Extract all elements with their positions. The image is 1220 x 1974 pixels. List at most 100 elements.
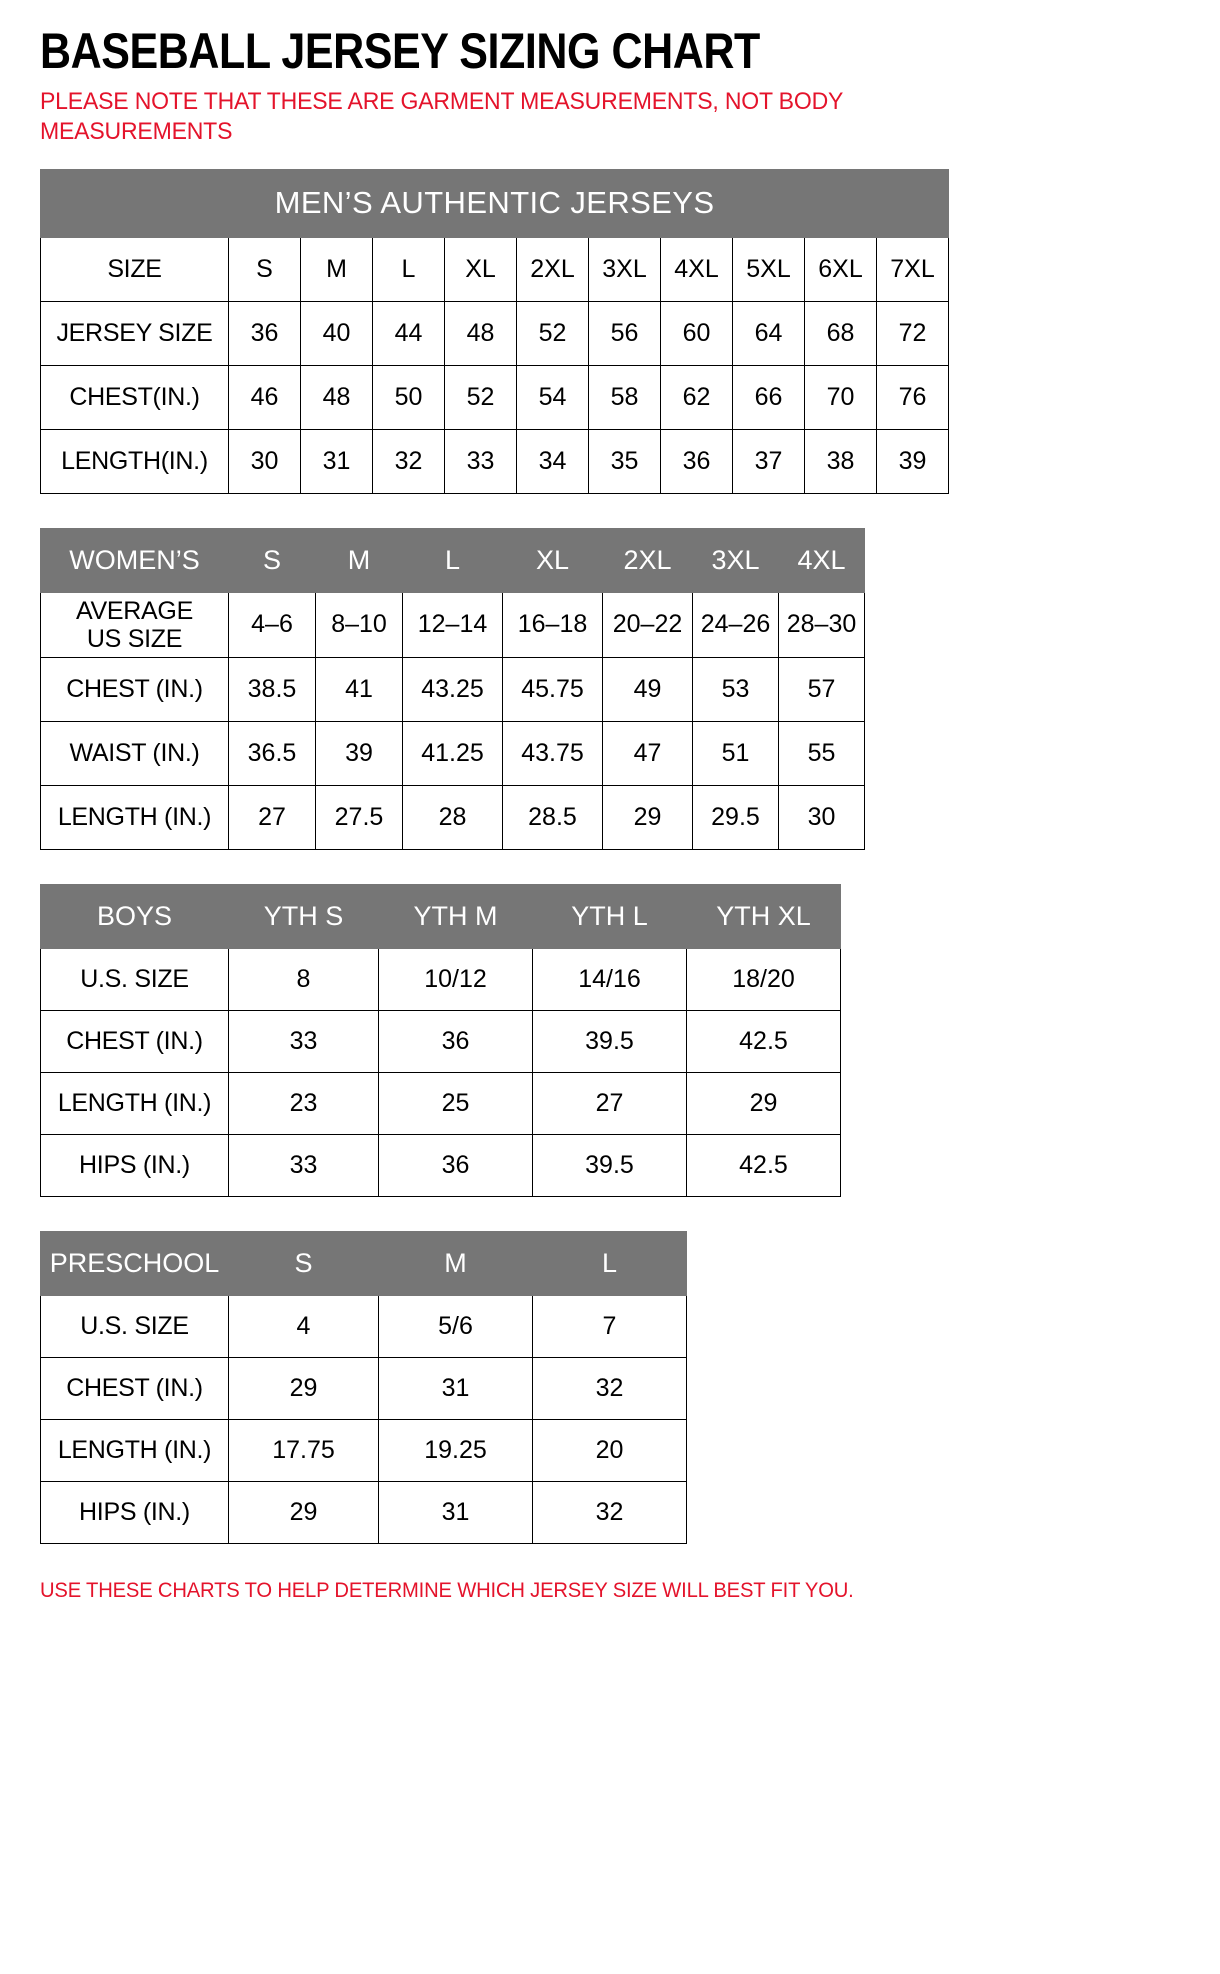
table-row: JERSEY SIZE 36 40 44 48 52 56 60 64 68 7… [40, 300, 950, 366]
boys-corner-label: BOYS [40, 883, 229, 949]
cell: 37 [732, 428, 805, 494]
preschool-col-m: M [378, 1230, 533, 1296]
cell: 31 [300, 428, 373, 494]
cell: 41 [315, 656, 403, 722]
cell: 20–22 [602, 591, 693, 658]
womens-col-2xl: 2XL [602, 527, 693, 593]
cell: 16–18 [502, 591, 603, 658]
womens-col-l: L [402, 527, 503, 593]
cell: 29.5 [692, 784, 779, 850]
cell: 28–30 [778, 591, 865, 658]
cell: 53 [692, 656, 779, 722]
table-row: HIPS (IN.) 29 31 32 [40, 1480, 687, 1544]
cell: 27.5 [315, 784, 403, 850]
cell: 31 [378, 1356, 533, 1420]
preschool-sizing-table: PRESCHOOL S M L U.S. SIZE 4 5/6 7 CHEST … [40, 1230, 687, 1544]
row-label: CHEST (IN.) [40, 656, 229, 722]
table-row: LENGTH (IN.) 17.75 19.25 20 [40, 1418, 687, 1482]
cell: 27 [532, 1071, 687, 1135]
cell: 31 [378, 1480, 533, 1544]
womens-col-m: M [315, 527, 403, 593]
cell: 36 [378, 1133, 533, 1197]
cell: 18/20 [686, 947, 841, 1011]
cell: 29 [686, 1071, 841, 1135]
mens-sizing-table: MEN’S AUTHENTIC JERSEYS SIZE S M L XL 2X… [39, 168, 950, 494]
mens-col-4xl: 4XL [660, 236, 733, 302]
cell: 36.5 [228, 720, 316, 786]
cell: 66 [732, 364, 805, 430]
mens-corner-label: SIZE [40, 236, 229, 302]
cell: 44 [372, 300, 445, 366]
cell: 38.5 [228, 656, 316, 722]
boys-col-yth-m: YTH M [378, 883, 533, 949]
cell: 39 [875, 428, 950, 494]
cell: 35 [588, 428, 661, 494]
cell: 17.75 [228, 1418, 379, 1482]
cell: 58 [588, 364, 661, 430]
cell: 52 [516, 300, 589, 366]
womens-col-3xl: 3XL [692, 527, 779, 593]
cell: 43.25 [402, 656, 503, 722]
cell: 57 [778, 656, 865, 722]
mens-col-7xl: 7XL [875, 236, 950, 302]
table-row: AVERAGE US SIZE 4–6 8–10 12–14 16–18 20–2… [40, 591, 865, 658]
cell: 30 [228, 428, 301, 494]
mens-col-m: M [300, 236, 373, 302]
footer-note: USE THESE CHARTS TO HELP DETERMINE WHICH… [40, 1577, 854, 1602]
cell: 62 [660, 364, 733, 430]
cell: 46 [228, 364, 301, 430]
cell: 28.5 [502, 784, 603, 850]
cell: 36 [660, 428, 733, 494]
mens-col-l: L [372, 236, 445, 302]
cell: 39 [315, 720, 403, 786]
mens-col-xl: XL [444, 236, 517, 302]
cell: 28 [402, 784, 503, 850]
table-row: CHEST (IN.) 33 36 39.5 42.5 [40, 1009, 841, 1073]
row-label: AVERAGE US SIZE [40, 591, 229, 658]
cell: 68 [804, 300, 877, 366]
mens-banner-label: MEN’S AUTHENTIC JERSEYS [39, 168, 950, 238]
table-row: CHEST (IN.) 29 31 32 [40, 1356, 687, 1420]
cell: 43.75 [502, 720, 603, 786]
womens-corner-label: WOMEN’S [40, 527, 229, 593]
cell: 24–26 [692, 591, 779, 658]
cell: 4–6 [228, 591, 316, 658]
cell: 32 [372, 428, 445, 494]
cell: 42.5 [686, 1133, 841, 1197]
cell: 72 [875, 300, 950, 366]
page-title: BASEBALL JERSEY SIZING CHART [40, 23, 760, 79]
table-row: CHEST (IN.) 38.5 41 43.25 45.75 49 53 57 [40, 656, 865, 722]
row-label: CHEST (IN.) [40, 1009, 229, 1073]
boys-col-yth-l: YTH L [532, 883, 687, 949]
table-header-row: SIZE S M L XL 2XL 3XL 4XL 5XL 6XL 7XL [40, 236, 950, 302]
cell: 29 [228, 1356, 379, 1420]
row-label: CHEST (IN.) [40, 1356, 229, 1420]
cell: 14/16 [532, 947, 687, 1011]
cell: 48 [300, 364, 373, 430]
cell: 42.5 [686, 1009, 841, 1073]
cell: 55 [778, 720, 865, 786]
cell: 12–14 [402, 591, 503, 658]
row-label-line2: US SIZE [86, 624, 183, 653]
womens-col-4xl: 4XL [778, 527, 865, 593]
preschool-corner-label: PRESCHOOL [40, 1230, 229, 1296]
cell: 33 [228, 1133, 379, 1197]
row-label: U.S. SIZE [40, 947, 229, 1011]
row-label: JERSEY SIZE [40, 300, 229, 366]
cell: 50 [372, 364, 445, 430]
cell: 64 [732, 300, 805, 366]
cell: 38 [804, 428, 877, 494]
cell: 36 [378, 1009, 533, 1073]
womens-col-xl: XL [502, 527, 603, 593]
cell: 5/6 [378, 1294, 533, 1358]
table-header-row: WOMEN’S S M L XL 2XL 3XL 4XL [40, 527, 865, 593]
cell: 39.5 [532, 1133, 687, 1197]
table-row: HIPS (IN.) 33 36 39.5 42.5 [40, 1133, 841, 1197]
cell: 56 [588, 300, 661, 366]
cell: 45.75 [502, 656, 603, 722]
cell: 32 [532, 1356, 687, 1420]
cell: 39.5 [532, 1009, 687, 1073]
mens-col-5xl: 5XL [732, 236, 805, 302]
table-row: WAIST (IN.) 36.5 39 41.25 43.75 47 51 55 [40, 720, 865, 786]
